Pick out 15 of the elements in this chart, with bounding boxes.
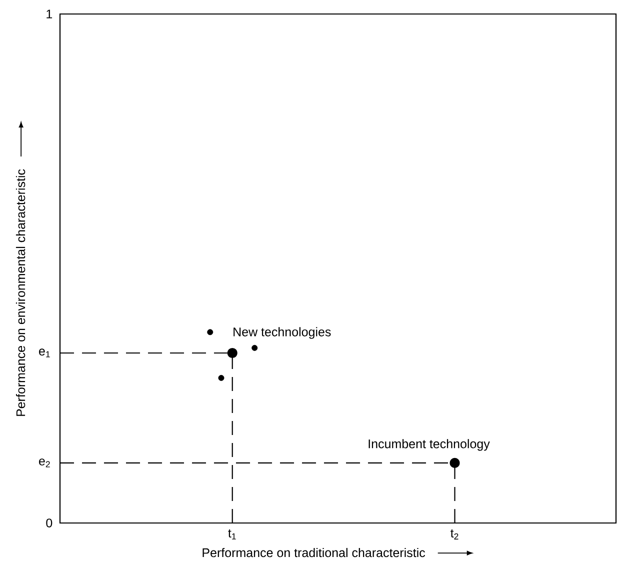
point xyxy=(227,348,238,358)
annotation: New technologies xyxy=(234,327,331,339)
x-tick-label: t$_{2}$ xyxy=(450,529,458,540)
annotation: Incumbent technology xyxy=(368,439,490,451)
x-axis-title: Performance on traditional characteristic xyxy=(202,548,426,558)
ref-line-label: e$_{1}$ xyxy=(39,348,50,358)
point xyxy=(450,458,460,468)
x-tick-label: t$_{1}$ xyxy=(228,529,236,540)
y-tick-label: 1 xyxy=(46,10,52,18)
y-tick-label: 0 xyxy=(46,518,52,528)
point xyxy=(207,329,214,336)
ref-line-label: e$_{2}$ xyxy=(39,458,50,468)
point xyxy=(252,344,258,351)
point xyxy=(218,374,224,381)
y-axis-title: Performance on environmental characteristic xyxy=(16,169,26,416)
